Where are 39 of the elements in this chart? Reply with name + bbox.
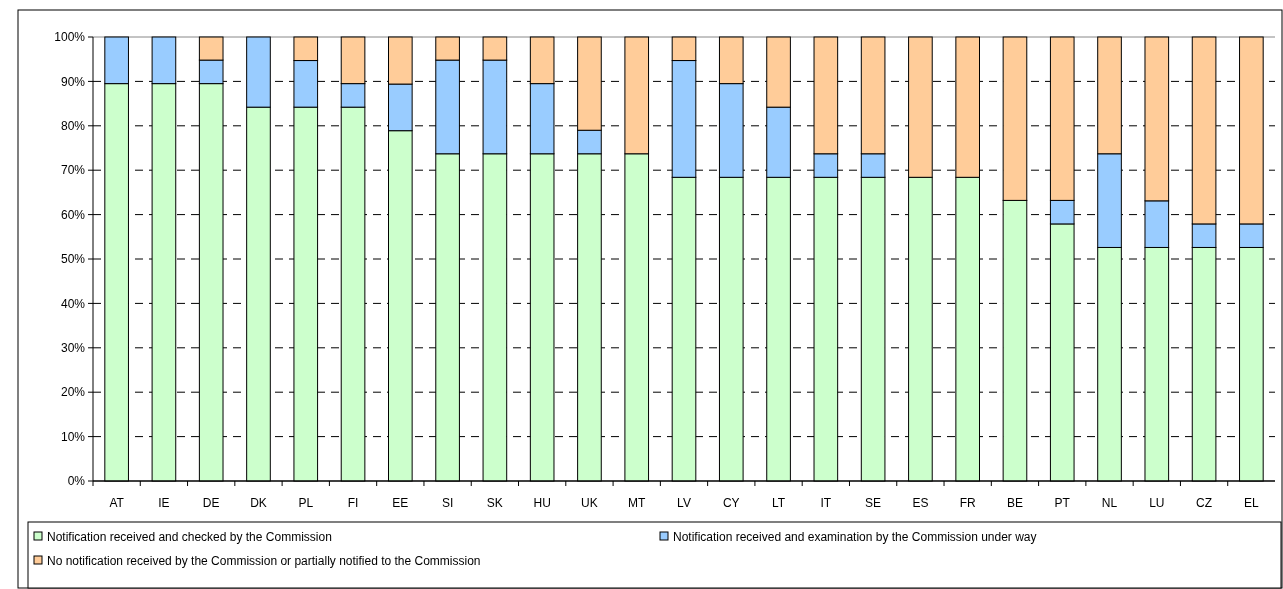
y-tick-label: 10% — [60, 429, 86, 444]
y-tick-label: 90% — [60, 74, 86, 89]
legend-label: Notification received and checked by the Commission — [47, 530, 332, 545]
legend-label: No notification received by the Commission or partially notified to the Commission — [47, 554, 481, 569]
x-tick-label: NL — [1101, 496, 1118, 510]
x-tick-label: LT — [772, 496, 786, 510]
y-tick-label: 30% — [60, 341, 86, 355]
legend-label: Notification received and examination by the Commission under way — [673, 530, 1037, 545]
x-tick-label: SI — [441, 496, 454, 510]
y-tick-label: 80% — [60, 119, 86, 133]
x-tick-label: SK — [486, 496, 503, 510]
x-tick-label: CY — [722, 496, 740, 510]
x-tick-label: ES — [912, 496, 929, 510]
x-tick-label: FR — [959, 496, 977, 510]
x-tick-label: LV — [677, 496, 691, 510]
y-tick-label: 70% — [60, 163, 86, 178]
y-tick-label: 0% — [67, 474, 86, 489]
x-tick-label: PT — [1054, 496, 1071, 510]
x-tick-label: BE — [1006, 496, 1023, 510]
x-tick-label: EE — [392, 496, 409, 510]
x-tick-label: AT — [109, 496, 125, 510]
y-tick-label: 100% — [54, 30, 86, 45]
x-tick-label: LU — [1149, 496, 1165, 510]
y-tick-label: 40% — [60, 296, 86, 311]
y-tick-label: 60% — [60, 207, 86, 222]
x-tick-label: UK — [581, 496, 598, 510]
x-tick-label: DK — [250, 496, 267, 510]
x-tick-label: EL — [1244, 496, 1260, 510]
x-tick-label: MT — [628, 496, 647, 510]
x-tick-label: PL — [298, 496, 314, 510]
y-tick-label: 50% — [60, 252, 86, 267]
x-tick-label: CZ — [1196, 496, 1213, 510]
x-tick-label: SE — [865, 496, 882, 510]
x-tick-label: HU — [533, 496, 551, 510]
x-tick-label: IT — [820, 496, 832, 510]
x-tick-label: IE — [158, 496, 170, 510]
x-tick-label: FI — [347, 496, 359, 510]
y-tick-label: 20% — [60, 385, 86, 400]
x-tick-label: DE — [202, 496, 220, 510]
